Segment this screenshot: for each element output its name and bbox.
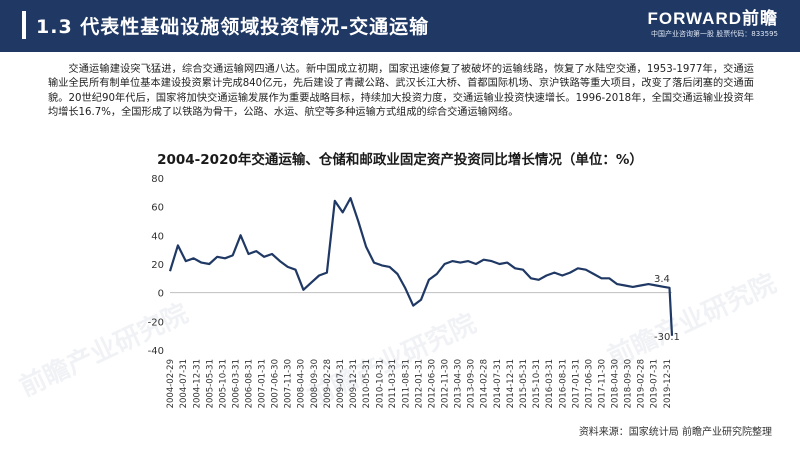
- data-label: 3.4: [654, 274, 670, 285]
- y-tick-label: 0: [158, 289, 164, 300]
- x-tick-label: 2009-07-31: [336, 359, 346, 408]
- x-tick-label: 2012-11-30: [441, 359, 451, 408]
- brand-logo: FORWARD前瞻: [647, 9, 778, 28]
- x-tick-label: 2012-06-30: [427, 359, 437, 408]
- x-tick-label: 2009-02-28: [323, 359, 333, 408]
- x-tick-label: 2014-12-31: [506, 359, 516, 408]
- y-tick-label: -20: [148, 317, 164, 328]
- y-tick-label: 60: [151, 203, 164, 214]
- x-tick-label: 2004-12-31: [192, 359, 202, 408]
- page-title: 1.3 代表性基础设施领域投资情况-交通运输: [36, 16, 430, 38]
- x-tick-label: 2017-06-30: [584, 359, 594, 408]
- x-tick-label: 2019-07-31: [650, 359, 660, 408]
- x-tick-label: 2018-09-30: [624, 359, 634, 408]
- x-tick-label: 2008-09-30: [310, 359, 320, 408]
- x-tick-label: 2008-04-30: [297, 359, 307, 408]
- header: 1.3 代表性基础设施领域投资情况-交通运输 FORWARD前瞻 中国产业咨询第…: [0, 0, 800, 58]
- x-tick-label: 2015-10-31: [532, 359, 542, 408]
- x-tick-label: 2016-08-31: [558, 359, 568, 408]
- intro-paragraph: 交通运输建设突飞猛进，综合交通运输网四通八达。新中国成立初期，国家迅速修复了被破…: [48, 64, 754, 119]
- x-tick-label: 2004-02-29: [166, 359, 176, 408]
- x-tick-label: 2013-04-30: [454, 359, 464, 408]
- series-line: [168, 196, 674, 336]
- y-tick-label: 40: [151, 231, 164, 242]
- x-tick-label: 2009-12-31: [349, 359, 359, 408]
- x-tick-label: 2007-06-30: [271, 359, 281, 408]
- source-note: 资料来源：国家统计局 前瞻产业研究院整理: [578, 427, 772, 438]
- x-tick-label: 2005-10-31: [218, 359, 228, 408]
- x-tick-label: 2014-07-31: [493, 359, 503, 408]
- brand: FORWARD前瞻 中国产业咨询第一股 股票代码：833595: [647, 9, 778, 39]
- x-tick-label: 2006-03-31: [231, 359, 241, 408]
- y-tick-label: 20: [151, 260, 164, 271]
- x-tick-label: 2017-11-30: [597, 359, 607, 408]
- x-tick-label: 2015-05-31: [519, 359, 529, 408]
- chart-title: 2004-2020年交通运输、仓储和邮政业固定资产投资同比增长情况（单位：%）: [157, 152, 643, 168]
- x-tick-label: 2019-12-31: [663, 359, 673, 408]
- header-bar: [0, 0, 800, 52]
- y-tick-label: 80: [151, 174, 164, 185]
- x-tick-label: 2004-07-31: [179, 359, 189, 408]
- x-tick-label: 2016-03-31: [545, 359, 555, 408]
- x-tick-label: 2018-04-30: [610, 359, 620, 408]
- y-tick-label: -40: [148, 346, 164, 357]
- x-tick-label: 2012-01-31: [415, 359, 425, 408]
- x-tick-label: 2011-03-31: [388, 359, 398, 408]
- header-accent: [22, 11, 26, 39]
- x-tick-label: 2017-01-31: [571, 359, 581, 408]
- data-label: -30.1: [654, 332, 680, 343]
- x-tick-label: 2010-05-31: [362, 359, 372, 408]
- line-chart: -40 -20 0 20 40 60 80 2004-02-29 2004-07-31 2004-…: [148, 174, 680, 408]
- x-tick-label: 2006-08-31: [245, 359, 255, 408]
- x-tick-label: 2013-09-30: [467, 359, 477, 408]
- x-tick-label: 2005-05-31: [205, 359, 215, 408]
- x-tick-label: 2010-10-31: [375, 359, 385, 408]
- x-tick-label: 2007-11-30: [284, 359, 294, 408]
- x-tick-label: 2019-02-28: [637, 359, 647, 408]
- x-tick-label: 2014-02-28: [480, 359, 490, 408]
- x-tick-label: 2011-08-31: [401, 359, 411, 408]
- brand-subtitle: 中国产业咨询第一股 股票代码：833595: [651, 30, 778, 38]
- x-tick-label: 2007-01-31: [258, 359, 268, 408]
